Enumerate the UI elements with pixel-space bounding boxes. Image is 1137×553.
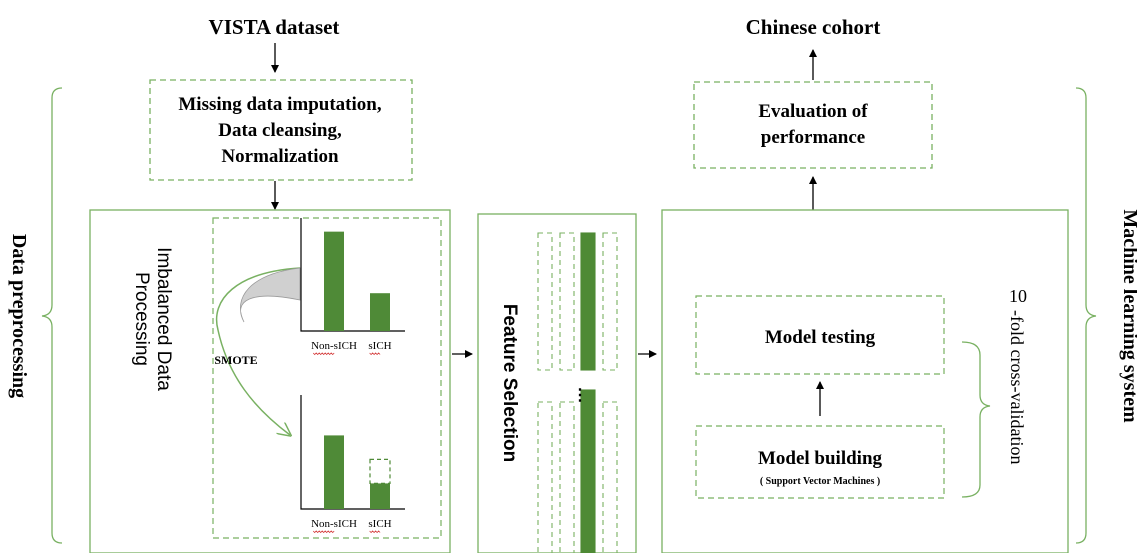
feature-column [537,401,553,553]
before-chart-bars [324,231,390,331]
smote-label: SMOTE [214,353,257,367]
curved-arrow-gray-fill [240,267,301,323]
after-label-non-sich: Non-sICH [311,518,357,530]
machine-learning-system-label: Machine learning system [1119,209,1137,423]
before-chart-labels: Non-sICH sICH [311,340,392,356]
after-bar-sich [370,483,390,509]
feature-ellipsis: ⋮ [572,387,588,404]
preprocessing-step-line-3: Normalization [221,146,339,167]
after-bar-synthetic-sich [369,458,391,484]
left-brace [41,87,63,544]
vista-dataset-title: VISTA dataset [209,15,340,39]
ml-panel [661,209,1069,553]
feature-selection-panel [477,213,637,553]
model-testing-box [695,295,945,375]
selected-feature-column [580,232,596,371]
feature-column [559,232,575,371]
imbalanced-title-line-1: Imbalanced Data [153,247,174,391]
preprocessing-step-line-1: Missing data imputation, [178,94,381,115]
cv-text: -fold cross-validation [1007,310,1027,464]
evaluation-box [693,81,933,169]
feature-selection-label: Feature Selection [499,304,520,462]
curved-arrow-icon [215,267,301,435]
preprocessing-step-line-2: Data cleansing, [218,120,342,141]
cv-brace [961,341,991,498]
feature-columns [537,232,618,553]
before-spellcheck-underline [369,352,381,356]
before-bar-sich [370,293,390,331]
before-bar-non-sich [324,231,344,331]
cv-number: 10 [1009,286,1027,306]
preprocessing-steps-box [149,79,413,181]
evaluation-line-2: performance [761,127,865,148]
before-label-sich: sICH [368,340,391,352]
before-label-non-sich: Non-sICH [311,340,357,352]
feature-column [559,401,575,553]
right-brace [1075,87,1097,544]
feature-column [602,401,618,553]
model-building-subtitle: ( Support Vector Machines ) [760,476,880,487]
after-bar-non-sich [324,435,344,509]
before-spellcheck-underline [312,352,335,356]
feature-column [537,232,553,371]
selected-feature-column [580,389,596,553]
feature-column [602,232,618,371]
imbalanced-panel [89,209,451,553]
chinese-cohort-title: Chinese cohort [746,15,881,39]
imbalanced-inner-box [212,217,442,539]
after-label-sich: sICH [368,518,391,530]
model-building-label: Model building [758,448,883,469]
evaluation-line-1: Evaluation of [758,101,868,122]
after-chart-labels: Non-sICH sICH [311,518,392,534]
after-spellcheck-underline [369,530,381,534]
data-preprocessing-label: Data preprocessing [8,234,30,398]
model-building-box [695,425,945,499]
imbalanced-title-line-2: Processing [131,272,152,366]
after-chart-bars [324,435,391,509]
model-testing-label: Model testing [765,327,876,348]
after-spellcheck-underline [312,530,335,534]
